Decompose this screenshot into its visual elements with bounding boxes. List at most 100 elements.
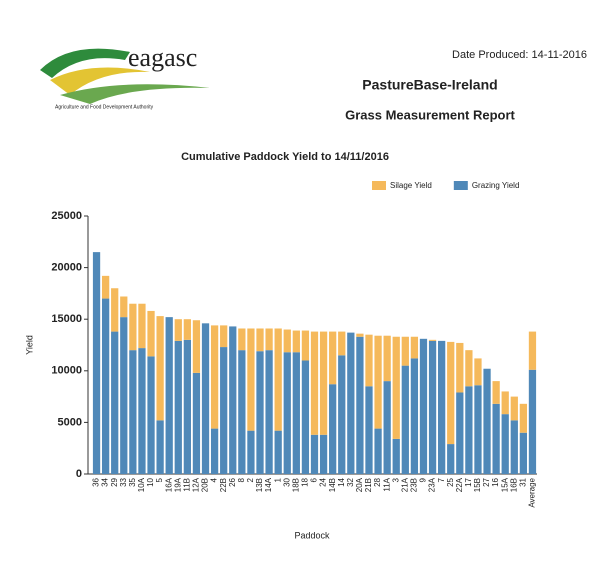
- bar-segment: [428, 339, 437, 341]
- x-tick-label: 21A: [400, 477, 409, 492]
- x-tick-label: 22B: [219, 478, 228, 492]
- x-tick-label: 1: [273, 477, 282, 482]
- date-produced: Date Produced: 14-11-2016: [452, 49, 587, 61]
- x-tick-label: 18: [301, 477, 310, 486]
- legend-swatch: [453, 181, 468, 190]
- bar-segment: [319, 331, 328, 435]
- bar-segment: [111, 331, 119, 474]
- x-tick-label: 9: [419, 477, 428, 482]
- bar-segment: [392, 438, 400, 474]
- bar-segment: [356, 333, 364, 337]
- bar-segment: [374, 335, 382, 429]
- y-axis-label: Yield: [24, 335, 34, 355]
- x-tick-label: 19A: [173, 477, 182, 492]
- bar-segment: [456, 342, 464, 393]
- bar-segment: [338, 355, 346, 474]
- bar-segment: [238, 350, 246, 474]
- bar-segment: [192, 320, 201, 373]
- x-tick-label: 28: [373, 477, 382, 486]
- report-title: Grass Measurement Report: [345, 107, 515, 122]
- bar-segment: [510, 420, 518, 474]
- bar-segment: [147, 310, 155, 357]
- x-tick-label: 21B: [364, 478, 373, 492]
- bar-segment: [329, 331, 337, 385]
- bar-segment: [247, 328, 255, 431]
- bar-segment: [101, 275, 110, 299]
- bar-segment: [301, 330, 310, 361]
- chart-title: Cumulative Paddock Yield to 14/11/2016: [181, 151, 389, 163]
- x-tick-label: 22A: [455, 477, 464, 492]
- x-tick-label: 16A: [164, 477, 173, 492]
- x-tick-label: 11B: [182, 478, 191, 492]
- bar-segment: [356, 336, 364, 474]
- bar-segment: [383, 335, 391, 382]
- bar-segment: [92, 252, 101, 474]
- bar-segment: [465, 350, 473, 387]
- bar-segment: [456, 392, 464, 474]
- bar-segment: [528, 331, 537, 370]
- bar-segment: [510, 396, 518, 421]
- y-tick-label: 25000: [51, 210, 82, 222]
- x-tick-label: 14A: [264, 477, 273, 492]
- bar-segment: [519, 432, 528, 474]
- bar-segment: [247, 430, 255, 474]
- bar-segment: [347, 332, 355, 474]
- legend-label: Silage Yield: [390, 181, 432, 190]
- logo: eagasc Agriculture and Food Development …: [40, 43, 210, 110]
- bar-segment: [374, 428, 382, 474]
- x-tick-label: 14: [337, 477, 346, 486]
- bar-segment: [401, 336, 409, 366]
- x-tick-label: 11A: [382, 477, 391, 491]
- bar-segment: [274, 328, 282, 431]
- x-tick-label: 23B: [410, 478, 419, 492]
- bar-segment: [528, 369, 537, 474]
- bar-segment: [492, 403, 500, 474]
- bar-segment: [156, 316, 164, 421]
- bar-segment: [220, 325, 228, 348]
- bar-segment: [365, 334, 373, 387]
- bar-segment: [111, 288, 119, 332]
- x-tick-label: 15B: [473, 478, 482, 492]
- x-tick-label: 30: [282, 477, 291, 486]
- bar-segment: [283, 329, 291, 353]
- bar-segment: [501, 391, 509, 415]
- bar-segment: [174, 319, 182, 341]
- bar-segment: [274, 430, 282, 474]
- bar-segment: [220, 347, 228, 474]
- bar-segment: [120, 317, 128, 474]
- x-tick-label: 4: [210, 477, 219, 482]
- bar-segment: [256, 351, 264, 474]
- x-tick-label: 10A: [137, 477, 146, 492]
- bar-segment: [101, 298, 110, 474]
- x-tick-label: 29: [110, 477, 119, 486]
- x-tick-label: 16B: [509, 478, 518, 492]
- bar-segment: [147, 356, 155, 474]
- x-tick-label: 32: [346, 477, 355, 486]
- x-tick-label: 15A: [500, 477, 509, 492]
- bar-segment: [519, 403, 528, 433]
- bar-segment: [428, 340, 437, 474]
- bar-segment: [465, 386, 473, 474]
- bar-segment: [183, 319, 191, 340]
- x-tick-label: 5: [155, 477, 164, 482]
- x-tick-label: 20B: [201, 478, 210, 492]
- x-tick-label: 23A: [428, 477, 437, 492]
- bar-segment: [283, 352, 291, 474]
- x-tick-label: 12A: [192, 477, 201, 492]
- x-tick-label: 31: [518, 477, 527, 486]
- bar-segment: [401, 365, 409, 474]
- y-tick-label: 0: [76, 468, 82, 480]
- bar-segment: [365, 386, 373, 474]
- legend-label: Grazing Yield: [472, 181, 520, 190]
- x-tick-label: 10: [146, 477, 155, 486]
- bar-segment: [492, 381, 500, 404]
- logo-tagline: Agriculture and Food Development Authori…: [55, 104, 154, 110]
- bar-segment: [483, 368, 491, 474]
- bar-segment: [120, 296, 128, 318]
- bar-segment: [265, 350, 273, 474]
- legend-swatch: [372, 181, 386, 190]
- bar-segment: [474, 385, 482, 474]
- bar-segment: [129, 350, 137, 474]
- bar-segment: [229, 326, 237, 474]
